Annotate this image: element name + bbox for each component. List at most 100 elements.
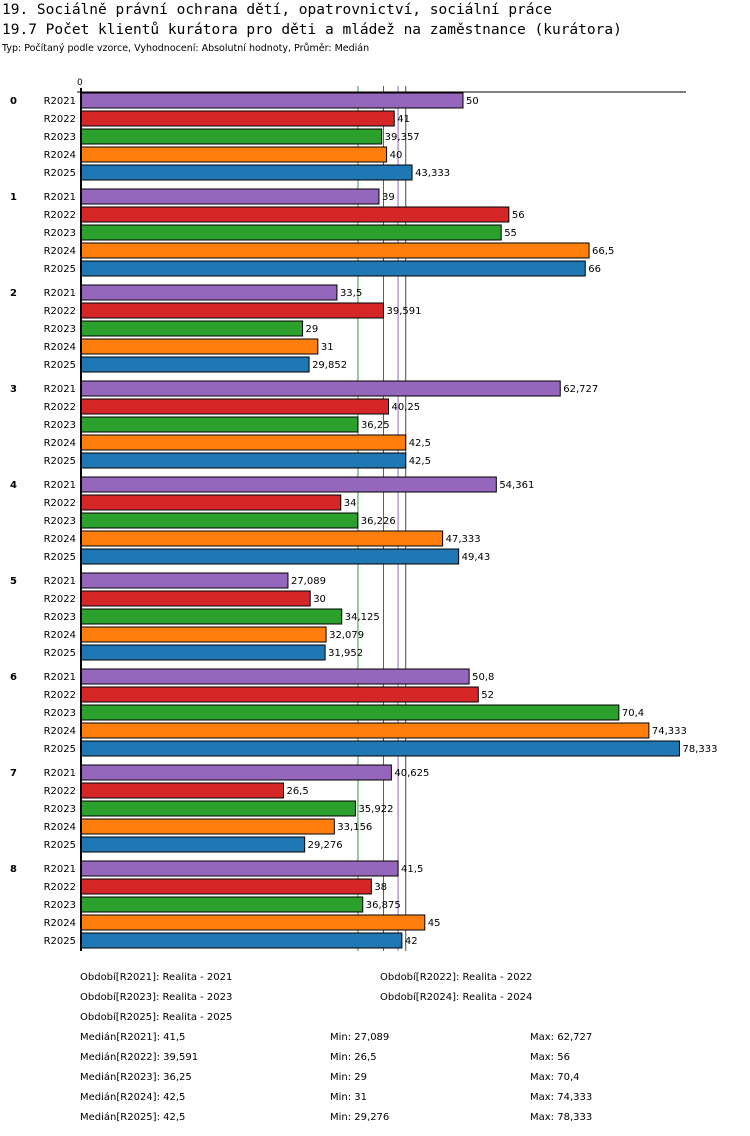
data-label: 78,333 — [682, 744, 717, 755]
data-label: 39,591 — [386, 306, 421, 317]
data-label: 43,333 — [415, 168, 450, 179]
bar — [80, 626, 327, 643]
legend-min: Min: 29 — [330, 1072, 368, 1083]
category-label: 5 — [10, 576, 17, 587]
series-label: R2022 — [44, 594, 76, 605]
data-label: 66,5 — [592, 246, 614, 257]
series-label: R2023 — [44, 132, 76, 143]
data-label: 40,25 — [392, 402, 421, 413]
series-label: R2021 — [44, 768, 76, 779]
series-label: R2022 — [44, 690, 76, 701]
legend-min: Min: 27,089 — [330, 1032, 390, 1043]
data-label: 41,5 — [401, 864, 423, 875]
bar — [80, 164, 413, 181]
series-label: R2023 — [44, 324, 76, 335]
legend-max: Max: 56 — [530, 1052, 570, 1063]
series-label: R2024 — [44, 150, 76, 161]
legend-max: Max: 78,333 — [530, 1112, 593, 1123]
series-label: R2021 — [44, 864, 76, 875]
data-label: 29 — [306, 324, 319, 335]
series-label: R2023 — [44, 228, 76, 239]
legend-median: Medián[R2021]: 41,5 — [80, 1032, 186, 1043]
series-label: R2025 — [44, 552, 76, 563]
category-label: 0 — [10, 96, 17, 107]
bar — [80, 878, 372, 895]
series-label: R2021 — [44, 480, 76, 491]
data-label: 33,5 — [340, 288, 362, 299]
bar — [80, 548, 460, 565]
series-label: R2024 — [44, 630, 76, 641]
data-label: 41 — [397, 114, 410, 125]
legend-period: Období[R2021]: Realita - 2021 — [80, 972, 233, 983]
bar — [80, 782, 284, 799]
series-label: R2021 — [44, 672, 76, 683]
data-label: 36,25 — [361, 420, 390, 431]
data-label: 40 — [390, 150, 403, 161]
chart-subtitle: 19.7 Počet klientů kurátora pro děti a m… — [2, 22, 622, 38]
series-label: R2025 — [44, 648, 76, 659]
series-label: R2025 — [44, 264, 76, 275]
series-label: R2021 — [44, 96, 76, 107]
bar — [80, 128, 383, 145]
data-label: 27,089 — [291, 576, 326, 587]
series-label: R2025 — [44, 840, 76, 851]
data-label: 45 — [428, 918, 441, 929]
bar — [80, 284, 338, 301]
data-label: 38 — [374, 882, 387, 893]
category-label: 8 — [10, 864, 17, 875]
data-label: 39 — [382, 192, 395, 203]
bar — [80, 356, 310, 373]
legend-median: Medián[R2022]: 39,591 — [80, 1052, 199, 1063]
category-label: 2 — [10, 288, 17, 299]
data-label: 66 — [588, 264, 601, 275]
category-label: 6 — [10, 672, 17, 683]
data-label: 74,333 — [652, 726, 687, 737]
data-label: 29,852 — [312, 360, 347, 371]
data-label: 36,875 — [366, 900, 401, 911]
data-label: 50 — [466, 96, 479, 107]
data-label: 31,952 — [328, 648, 363, 659]
bar — [80, 668, 470, 685]
data-label: 70,4 — [622, 708, 644, 719]
bar — [80, 416, 359, 433]
series-label: R2022 — [44, 498, 76, 509]
data-label: 34 — [344, 498, 357, 509]
bar — [80, 644, 326, 661]
data-label: 49,43 — [462, 552, 491, 563]
data-label: 42 — [405, 936, 418, 947]
series-label: R2024 — [44, 918, 76, 929]
bar — [80, 398, 390, 415]
data-label: 54,361 — [499, 480, 534, 491]
bar — [80, 206, 510, 223]
bar — [80, 338, 319, 355]
legend-median: Medián[R2023]: 36,25 — [80, 1072, 192, 1083]
category-label: 4 — [10, 480, 17, 491]
bar — [80, 476, 497, 493]
data-label: 39,357 — [385, 132, 420, 143]
legend-median: Medián[R2024]: 42,5 — [80, 1092, 186, 1103]
legend-max: Max: 74,333 — [530, 1092, 593, 1103]
bar — [80, 512, 359, 529]
data-label: 35,922 — [358, 804, 393, 815]
legend-period: Období[R2024]: Realita - 2024 — [380, 992, 533, 1003]
data-label: 31 — [321, 342, 334, 353]
legend-min: Min: 29,276 — [330, 1112, 390, 1123]
series-label: R2023 — [44, 708, 76, 719]
bar — [80, 242, 590, 259]
bar — [80, 686, 479, 703]
series-label: R2022 — [44, 306, 76, 317]
data-label: 42,5 — [409, 438, 431, 449]
bar — [80, 434, 407, 451]
category-label: 1 — [10, 192, 17, 203]
data-label: 40,625 — [394, 768, 429, 779]
data-label: 34,125 — [345, 612, 380, 623]
data-label: 42,5 — [409, 456, 431, 467]
bar — [80, 92, 464, 109]
data-label: 33,156 — [337, 822, 372, 833]
series-label: R2024 — [44, 534, 76, 545]
bar — [80, 302, 384, 319]
series-label: R2025 — [44, 168, 76, 179]
series-label: R2025 — [44, 936, 76, 947]
data-label: 32,079 — [329, 630, 364, 641]
